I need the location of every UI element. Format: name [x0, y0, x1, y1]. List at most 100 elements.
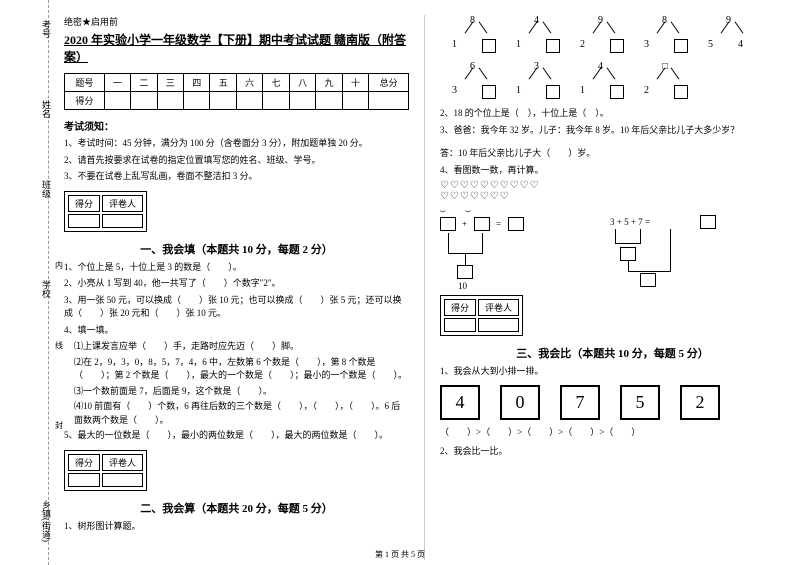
td: [131, 92, 157, 110]
th: 六: [236, 74, 262, 92]
c: 评卷人: [102, 195, 143, 212]
c: [444, 318, 476, 332]
line: [465, 253, 466, 265]
number-tree: 92: [578, 15, 628, 57]
num-box: 7: [560, 385, 600, 420]
notice-item: 3、不要在试卷上乱写乱画，卷面不整洁扣 3 分。: [64, 170, 409, 183]
box: [700, 215, 716, 229]
score-mini-box: 得分评卷人: [64, 191, 147, 232]
confidential-label: 绝密★启用前: [64, 15, 409, 28]
num-box: 4: [440, 385, 480, 420]
td-label: 得分: [65, 92, 105, 110]
binding-label: 班级: [40, 180, 53, 198]
binding-label: 考号: [40, 20, 53, 38]
q: 3、爸爸：我今年 32 岁。儿子：我今年 8 岁。10 年后父亲比儿子大多少岁？: [440, 124, 785, 138]
box: [457, 265, 473, 279]
q: 1、我会从大到小排一排。: [440, 365, 785, 379]
plus: +: [462, 219, 467, 229]
c: [478, 318, 519, 332]
c: 评卷人: [478, 299, 519, 316]
q: 2、小亮从 1 写到 40，他一共写了（ ）个数字"2"。: [64, 277, 409, 291]
number-boxes: 4 0 7 5 2: [440, 385, 785, 420]
num-box: 5: [620, 385, 660, 420]
th: 四: [184, 74, 210, 92]
binding-margin: 考号 姓名 班级 学校 乡镇(街道) 内 线 封: [0, 0, 49, 565]
diagram-right: 3 + 5 + 7 =: [610, 217, 740, 287]
th: 总分: [369, 74, 409, 92]
q: 2、18 的个位上是（ ），十位上是（ ）。: [440, 107, 785, 121]
num-box: 0: [500, 385, 540, 420]
diagrams: + = 10 3 + 5 + 7 =: [440, 217, 785, 287]
td: [316, 92, 342, 110]
line: [482, 233, 483, 253]
q: ⑶一个数前面是 7，后面是 9，这个数是（ ）。: [74, 385, 409, 399]
q: ⑴上课发言应举（ ）手，走路时应先迈（ ）脚。: [74, 340, 409, 354]
line: [640, 229, 641, 243]
line: [615, 229, 616, 243]
q: 4、看图数一数，再计算。: [440, 164, 785, 178]
tree-row: 81419283954: [440, 15, 785, 57]
box: [640, 273, 656, 287]
line: [670, 229, 671, 271]
q: ⑵在 2，9，3，0，8，5，7，4，6 中，左数第 6 个数是（ ），第 8 …: [74, 356, 409, 383]
number-tree: 31: [514, 61, 564, 103]
binding-mark: 封: [55, 420, 63, 431]
th: 七: [263, 74, 289, 92]
td: [369, 92, 409, 110]
hearts: ♡♡♡♡♡♡♡♡♡♡: [440, 180, 785, 191]
th: 十: [342, 74, 368, 92]
q: 1、树形图计算题。: [64, 520, 409, 534]
score-table: 题号 一 二 三 四 五 六 七 八 九 十 总分 得分: [64, 73, 409, 110]
exam-title: 2020 年实验小学一年级数学【下册】期中考试试题 赣南版（附答案）: [64, 31, 409, 65]
notice-item: 2、请首先按要求在试卷的指定位置填写您的姓名、班级、学号。: [64, 154, 409, 167]
right-column: 81419283954 633141□2 2、18 的个位上是（ ），十位上是（…: [440, 15, 785, 560]
box: [620, 247, 636, 261]
line: [628, 271, 671, 272]
td: [289, 92, 315, 110]
notice-item: 1、考试时间：45 分钟，满分为 100 分（含卷面分 3 分），附加题单独 2…: [64, 137, 409, 150]
left-column: 绝密★启用前 2020 年实验小学一年级数学【下册】期中考试试题 赣南版（附答案…: [64, 15, 409, 560]
td: [342, 92, 368, 110]
q: 1、个位上是 5，十位上是 3 的数是（ ）。: [64, 261, 409, 275]
td: [210, 92, 236, 110]
td: [104, 92, 130, 110]
binding-label: 姓名: [40, 100, 53, 118]
q: 答：10 年后父亲比儿子大（ ）岁。: [440, 147, 785, 161]
box: [474, 217, 490, 231]
number-tree: 41: [578, 61, 628, 103]
c: [102, 473, 143, 487]
line: [615, 243, 641, 244]
line: [628, 261, 629, 271]
th: 题号: [65, 74, 105, 92]
num-box: 2: [680, 385, 720, 420]
q: 4、填一填。: [64, 324, 409, 338]
section1-title: 一、我会填（本题共 10 分，每题 2 分）: [64, 241, 409, 257]
section3-title: 三、我会比（本题共 10 分，每题 5 分）: [440, 345, 785, 361]
q: 5、最大的一位数是（ ），最小的两位数是（ ），最大的两位数是（ ）。: [64, 429, 409, 443]
tree-row: 633141□2: [440, 61, 785, 103]
td: [263, 92, 289, 110]
td: [184, 92, 210, 110]
number-tree: 83: [642, 15, 692, 57]
binding-label: 乡镇(街道): [40, 500, 53, 542]
box: [440, 217, 456, 231]
c: 得分: [444, 299, 476, 316]
score-mini-box: 得分评卷人: [64, 450, 147, 491]
page-footer: 第 1 页 共 5 页: [0, 549, 800, 560]
hearts: ♡♡♡♡♡♡♡: [440, 191, 785, 202]
number-tree: 63: [450, 61, 500, 103]
q: ⑷10 前面有（ ）个数，6 再往后数的三个数是（ ），（ ），（ ）。6 后面…: [74, 400, 409, 427]
binding-mark: 内: [55, 260, 63, 271]
number-tree: 81: [450, 15, 500, 57]
box: [508, 217, 524, 231]
column-divider: [424, 15, 425, 560]
th: 五: [210, 74, 236, 92]
td: [157, 92, 183, 110]
score-mini-box: 得分评卷人: [440, 295, 523, 336]
content-area: 绝密★启用前 2020 年实验小学一年级数学【下册】期中考试试题 赣南版（附答案…: [49, 0, 800, 565]
th: 一: [104, 74, 130, 92]
notice-title: 考试须知：: [64, 118, 409, 133]
th: 八: [289, 74, 315, 92]
c: [68, 214, 100, 228]
brackets: ⏟⏟: [440, 202, 785, 213]
